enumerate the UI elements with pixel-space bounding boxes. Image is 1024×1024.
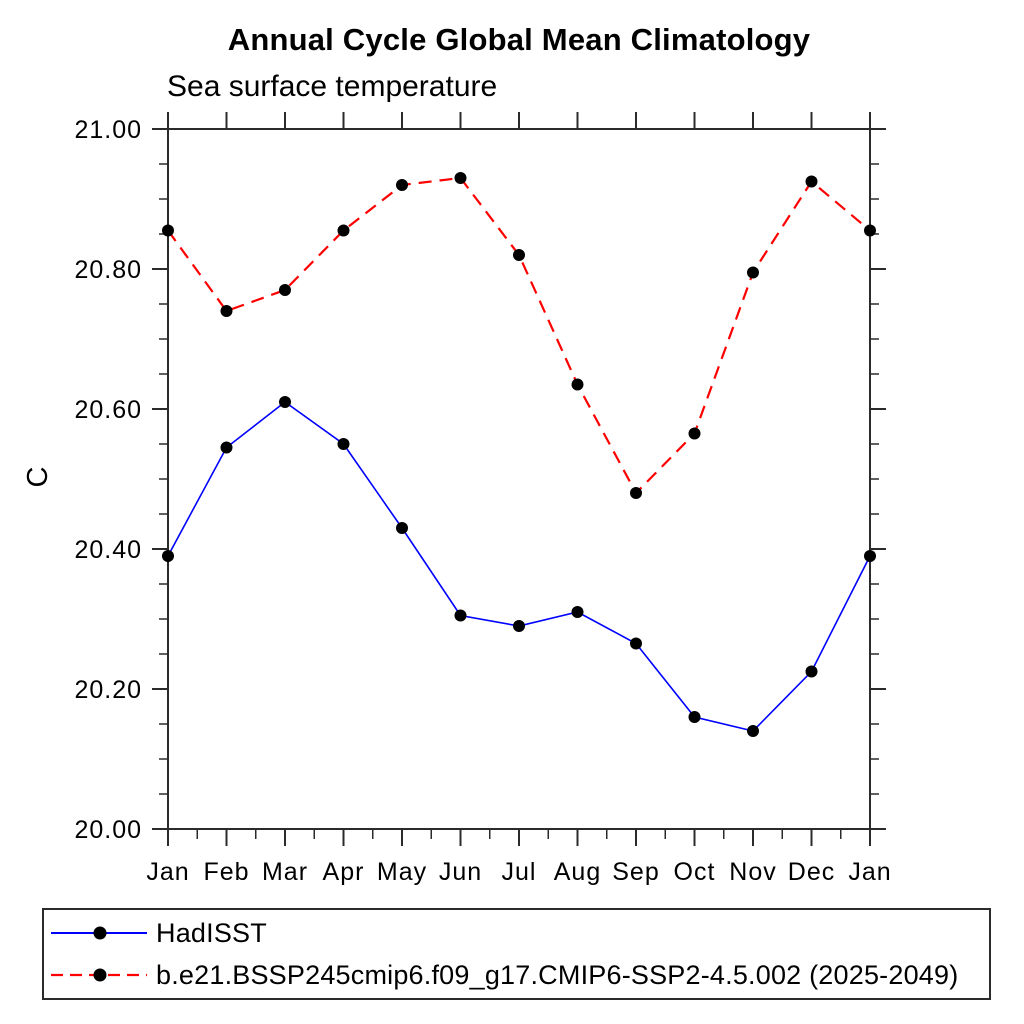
data-point bbox=[396, 179, 408, 191]
svg-text:Apr: Apr bbox=[323, 858, 365, 886]
data-point bbox=[513, 249, 525, 261]
legend-marker-icon bbox=[93, 926, 107, 940]
data-point bbox=[864, 224, 876, 237]
svg-text:20.80: 20.80 bbox=[74, 256, 142, 284]
chart-subtitle: Sea surface temperature bbox=[167, 70, 498, 103]
legend-marker-icon bbox=[93, 968, 107, 982]
svg-text:20.00: 20.00 bbox=[74, 816, 142, 844]
data-point bbox=[747, 266, 759, 279]
data-point bbox=[513, 620, 525, 632]
series-0 bbox=[162, 396, 876, 737]
data-point bbox=[688, 711, 701, 723]
legend-item-model: b.e21.BSSP245cmip6.f09_g17.CMIP6-SSP2-4.… bbox=[50, 954, 989, 996]
legend-label: HadISST bbox=[156, 917, 267, 948]
series-line-1 bbox=[167, 176, 871, 495]
y-axis-ticks bbox=[152, 128, 886, 830]
x-axis-ticks bbox=[167, 112, 871, 846]
svg-text:Mar: Mar bbox=[262, 858, 308, 886]
data-point bbox=[162, 550, 174, 562]
svg-text:Aug: Aug bbox=[554, 858, 601, 886]
data-point bbox=[396, 522, 408, 534]
series-1 bbox=[162, 172, 876, 499]
svg-text:Jul: Jul bbox=[502, 858, 537, 886]
svg-text:Oct: Oct bbox=[674, 858, 716, 886]
data-point bbox=[747, 725, 759, 737]
svg-text:May: May bbox=[377, 858, 427, 886]
legend-line-sample-solid bbox=[51, 926, 147, 940]
data-point bbox=[162, 224, 174, 237]
data-point bbox=[337, 438, 350, 450]
data-point bbox=[279, 396, 291, 408]
data-point bbox=[337, 224, 350, 237]
data-point bbox=[571, 378, 584, 391]
svg-text:20.40: 20.40 bbox=[74, 536, 142, 564]
svg-text:20.20: 20.20 bbox=[74, 676, 142, 704]
data-point bbox=[805, 175, 818, 188]
svg-text:21.00: 21.00 bbox=[74, 116, 142, 144]
svg-text:Jan: Jan bbox=[146, 858, 189, 886]
legend-box: HadISST b.e21.BSSP245cmip6.f09_g17.CMIP6… bbox=[42, 908, 991, 1000]
data-point bbox=[864, 550, 876, 562]
svg-text:Dec: Dec bbox=[788, 858, 835, 886]
legend-item-hadisst: HadISST bbox=[50, 912, 989, 954]
axis-frame bbox=[167, 128, 871, 830]
svg-text:Jun: Jun bbox=[439, 858, 482, 886]
svg-text:20.60: 20.60 bbox=[74, 396, 142, 424]
svg-text:Sep: Sep bbox=[612, 858, 659, 886]
y-axis-labels: 21.00 20.80 20.60 20.40 20.20 20.00 bbox=[74, 116, 142, 844]
svg-text:Nov: Nov bbox=[729, 858, 776, 886]
data-point bbox=[688, 427, 701, 440]
data-point bbox=[454, 172, 467, 184]
svg-text:Feb: Feb bbox=[203, 858, 249, 886]
data-point bbox=[220, 441, 233, 454]
data-point bbox=[220, 305, 233, 317]
x-axis-labels: Jan Feb Mar Apr May Jun Jul Aug Sep Oct Nov Dec Jan bbox=[146, 858, 891, 886]
data-point bbox=[805, 665, 818, 678]
series-line-0 bbox=[167, 401, 871, 732]
data-point bbox=[279, 284, 291, 296]
svg-text:Jan: Jan bbox=[848, 858, 891, 886]
data-point bbox=[454, 609, 467, 622]
data-point bbox=[571, 606, 584, 618]
legend-label: b.e21.BSSP245cmip6.f09_g17.CMIP6-SSP2-4.… bbox=[156, 959, 959, 990]
legend-line-sample-dashed bbox=[51, 968, 147, 982]
chart-title: Annual Cycle Global Mean Climatology bbox=[227, 22, 811, 57]
data-point bbox=[630, 487, 642, 499]
data-point bbox=[630, 637, 642, 650]
